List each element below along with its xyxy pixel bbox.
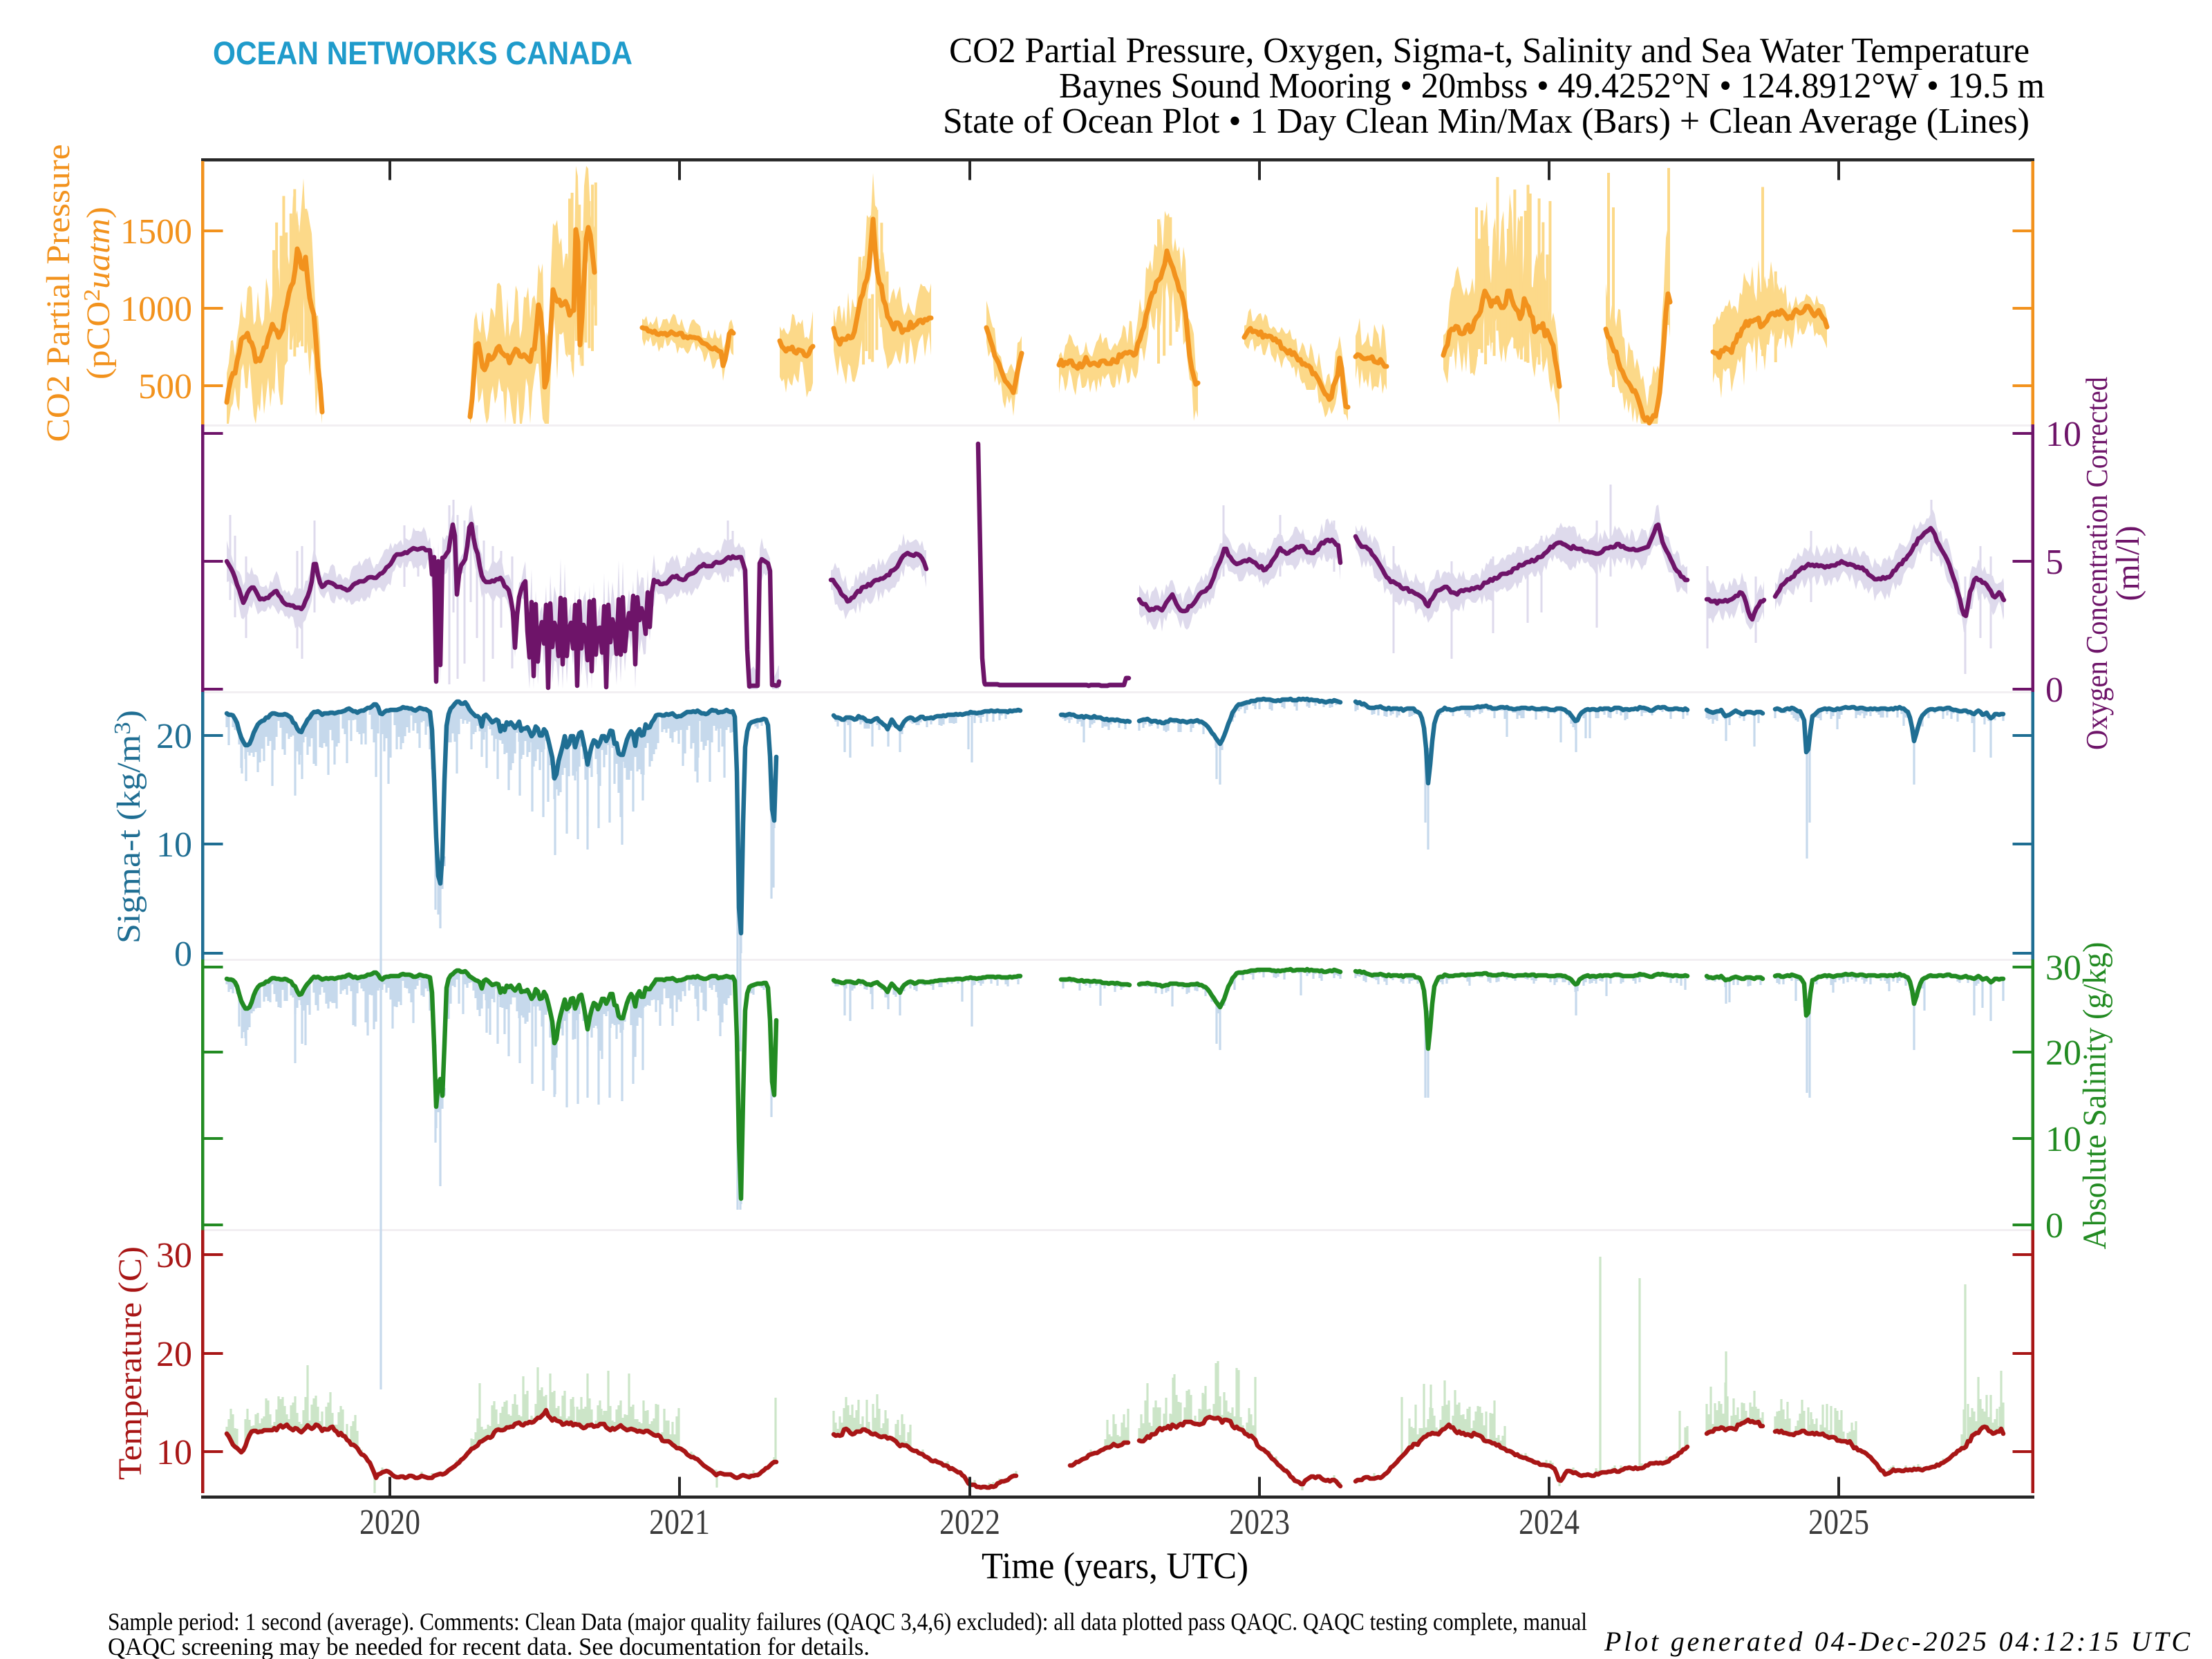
svg-text:1000: 1000 — [120, 290, 192, 329]
svg-text:2025: 2025 — [1808, 1503, 1869, 1542]
svg-text:(pCO2uatm): (pCO2uatm) — [79, 207, 117, 379]
svg-text:Absolute Salinity (g/kg): Absolute Salinity (g/kg) — [2077, 942, 2113, 1250]
svg-text:1500: 1500 — [120, 212, 192, 252]
svg-text:Sigma-t (kg/m3): Sigma-t (kg/m3) — [110, 710, 147, 944]
svg-text:Plot generated 04-Dec-2025 04:: Plot generated 04-Dec-2025 04:12:15 UTC — [1604, 1626, 2191, 1657]
svg-text:State of Ocean Plot • 1 Day Cl: State of Ocean Plot • 1 Day Clean Min/Ma… — [943, 102, 2030, 141]
svg-text:10: 10 — [156, 1433, 192, 1472]
svg-text:2023: 2023 — [1229, 1503, 1290, 1542]
svg-text:Baynes Sound Mooring • 20mbss: Baynes Sound Mooring • 20mbss • 49.4252°… — [1059, 66, 2045, 106]
svg-text:10: 10 — [156, 825, 192, 865]
svg-text:0: 0 — [2045, 1206, 2063, 1246]
svg-text:30: 30 — [2045, 948, 2081, 988]
svg-text:0: 0 — [2045, 671, 2063, 710]
svg-text:CO2 Partial Pressure: CO2 Partial Pressure — [40, 144, 77, 442]
svg-text:Time (years, UTC): Time (years, UTC) — [982, 1545, 1248, 1586]
svg-text:0: 0 — [174, 935, 192, 974]
svg-text:Sample period: 1 second (avera: Sample period: 1 second (average). Comme… — [108, 1608, 1587, 1635]
svg-text:2022: 2022 — [939, 1503, 1000, 1542]
svg-text:5: 5 — [2045, 543, 2063, 582]
svg-text:30: 30 — [156, 1236, 192, 1275]
svg-text:20: 20 — [2045, 1033, 2081, 1073]
svg-text:2021: 2021 — [649, 1503, 710, 1542]
svg-text:(ml/l): (ml/l) — [2110, 525, 2146, 601]
svg-text:CO2 Partial Pressure, Oxygen,: CO2 Partial Pressure, Oxygen, Sigma-t, S… — [949, 31, 2030, 71]
svg-text:500: 500 — [138, 367, 192, 406]
svg-text:Oxygen Concentration Corrected: Oxygen Concentration Corrected — [2080, 377, 2114, 750]
svg-text:OCEAN NETWORKS CANADA: OCEAN NETWORKS CANADA — [213, 35, 632, 71]
svg-text:10: 10 — [2045, 1120, 2081, 1159]
svg-text:20: 20 — [156, 1335, 192, 1374]
svg-text:2024: 2024 — [1519, 1503, 1580, 1542]
svg-text:QAQC screening may be needed f: QAQC screening may be needed for recent … — [108, 1633, 870, 1659]
svg-text:Temperature (C): Temperature (C) — [112, 1246, 149, 1480]
svg-text:2020: 2020 — [359, 1503, 420, 1542]
svg-text:10: 10 — [2045, 415, 2081, 454]
svg-text:20: 20 — [156, 717, 192, 756]
